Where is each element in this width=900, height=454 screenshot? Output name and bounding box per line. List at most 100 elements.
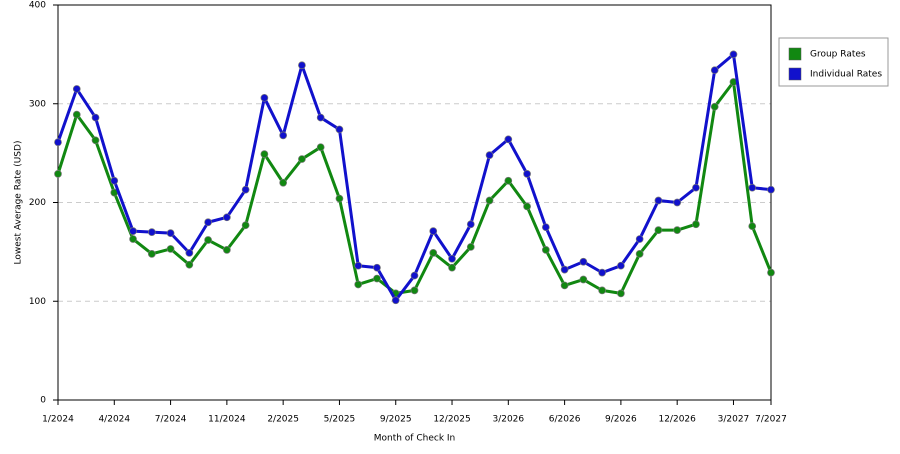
y-axis-label: Lowest Average Rate (USD) <box>14 141 24 265</box>
point <box>410 271 419 280</box>
point <box>673 198 682 207</box>
x-tick-label: 6/2026 <box>549 415 581 425</box>
legend-label: Individual Rates <box>810 70 882 80</box>
legend-swatch <box>788 67 802 81</box>
point <box>373 263 381 272</box>
point <box>223 213 231 222</box>
point <box>523 202 531 211</box>
point <box>72 110 81 119</box>
point <box>729 50 738 59</box>
point <box>673 226 682 234</box>
point <box>710 102 719 111</box>
point <box>429 227 438 235</box>
y-tick-label: 400 <box>29 1 46 11</box>
y-tick-label: 100 <box>29 297 46 307</box>
point <box>635 250 644 258</box>
point <box>185 249 194 257</box>
point <box>298 61 306 70</box>
point <box>541 223 550 232</box>
point <box>654 226 663 234</box>
point <box>279 131 288 140</box>
point <box>617 289 625 298</box>
point <box>279 178 288 187</box>
point <box>335 194 344 203</box>
point <box>767 268 775 277</box>
point <box>710 66 719 75</box>
x-tick-label: 1/2024 <box>42 415 74 425</box>
point <box>354 280 363 289</box>
point <box>204 236 212 244</box>
point <box>748 183 757 192</box>
plot-frame <box>57 4 772 401</box>
point <box>298 155 306 163</box>
point <box>166 245 175 253</box>
x-axis-label: Month of Check In <box>374 434 456 444</box>
point <box>692 220 700 229</box>
point <box>448 263 456 272</box>
point <box>541 246 550 254</box>
point <box>579 257 588 266</box>
point <box>241 221 250 230</box>
y-tick-label: 0 <box>40 396 46 406</box>
point <box>504 176 513 185</box>
x-tick-label: 4/2024 <box>98 415 130 425</box>
point <box>223 246 231 254</box>
point <box>91 136 100 145</box>
point <box>767 185 775 194</box>
point <box>129 235 137 243</box>
series-line <box>56 52 772 302</box>
point <box>241 185 250 194</box>
point <box>91 113 100 122</box>
point <box>147 250 156 258</box>
legend-label: Group Rates <box>810 50 866 60</box>
point <box>429 249 438 257</box>
point <box>354 261 363 270</box>
point <box>654 196 663 205</box>
x-tick-label: 9/2026 <box>605 415 637 425</box>
point <box>748 222 757 231</box>
x-tick-label: 7/2024 <box>155 415 187 425</box>
x-tick-label: 3/2026 <box>492 415 524 425</box>
x-tick-label: 3/2027 <box>718 415 750 425</box>
point <box>466 220 475 229</box>
point <box>635 235 644 243</box>
x-tick-label: 5/2025 <box>324 415 356 425</box>
point <box>579 275 588 284</box>
point <box>316 113 325 122</box>
x-tick-label: 7/2027 <box>755 415 787 425</box>
point <box>185 260 194 269</box>
x-tick-label: 12/2025 <box>433 415 470 425</box>
point <box>391 296 400 305</box>
point <box>504 135 513 144</box>
point <box>560 281 569 290</box>
point <box>110 176 119 185</box>
x-tick-label: 12/2026 <box>658 415 696 425</box>
point <box>692 183 700 192</box>
point <box>204 218 212 227</box>
series-line <box>56 80 773 295</box>
y-tick-label: 300 <box>29 99 46 109</box>
point <box>373 274 381 283</box>
point <box>485 196 494 205</box>
point <box>448 254 456 263</box>
x-tick-label: 11/2024 <box>208 415 246 425</box>
point <box>166 229 175 237</box>
y-tick-label: 200 <box>29 198 46 208</box>
point <box>129 227 137 235</box>
point <box>523 170 531 178</box>
point <box>316 143 325 152</box>
point <box>147 228 156 236</box>
point <box>72 85 81 93</box>
point <box>560 265 569 274</box>
point <box>410 286 419 295</box>
legend-swatch <box>788 47 802 61</box>
point <box>598 268 606 277</box>
point <box>485 151 494 159</box>
x-tick-label: 2/2025 <box>267 415 299 425</box>
point <box>260 150 269 158</box>
point <box>260 93 269 102</box>
point <box>466 243 475 251</box>
point <box>335 125 344 134</box>
point <box>598 286 606 295</box>
